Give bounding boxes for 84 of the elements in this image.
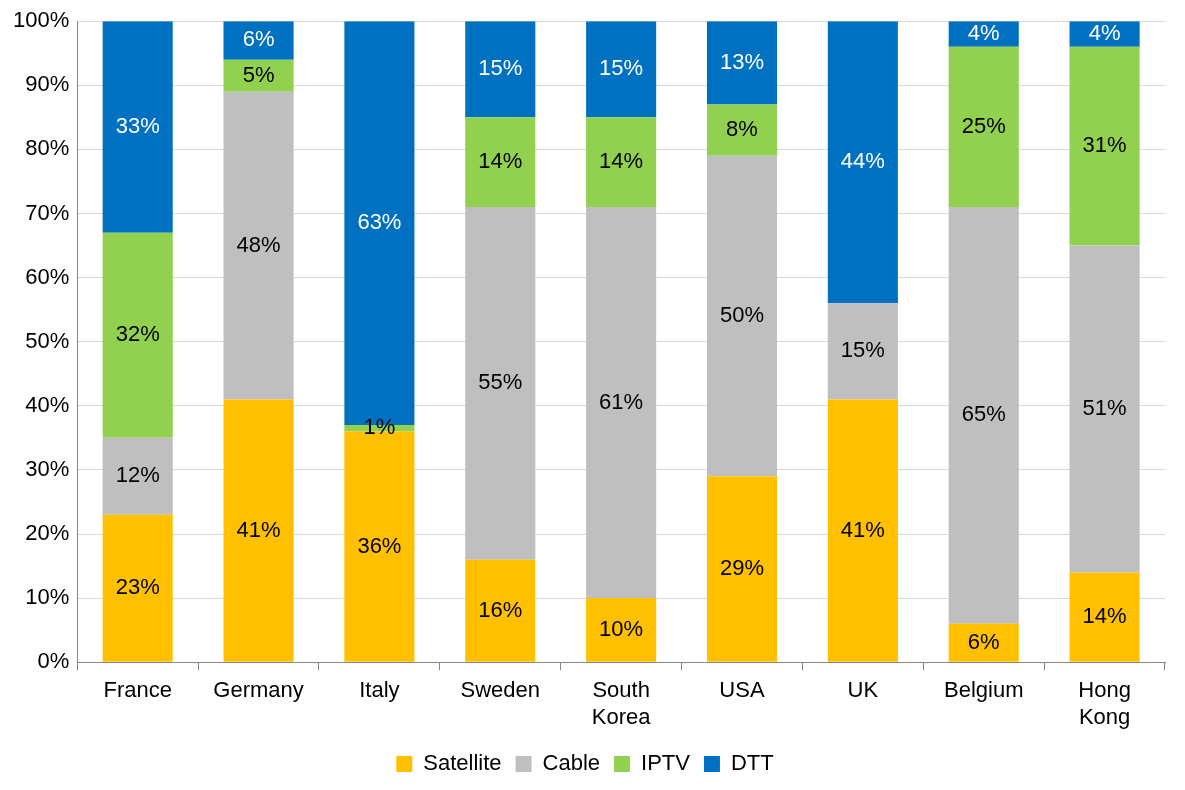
bar bbox=[706, 155, 778, 477]
data-label: 16% bbox=[478, 596, 523, 622]
data-label: 4% bbox=[1088, 20, 1121, 46]
bar bbox=[1069, 46, 1140, 246]
y-tick-label: 50% bbox=[25, 327, 70, 353]
bar bbox=[586, 207, 657, 599]
bar bbox=[827, 21, 898, 304]
bar bbox=[465, 117, 536, 208]
y-tick-label: 70% bbox=[25, 199, 70, 225]
bar bbox=[706, 104, 778, 156]
x-tick-label: France bbox=[103, 677, 172, 703]
data-label: 44% bbox=[840, 148, 885, 174]
y-tick-label: 40% bbox=[25, 391, 70, 417]
data-label: 51% bbox=[1082, 395, 1127, 421]
bar bbox=[1069, 245, 1140, 573]
data-label: 14% bbox=[478, 148, 523, 174]
x-tick-label: South Korea bbox=[591, 677, 652, 729]
x-tick-label: Italy bbox=[359, 677, 400, 703]
bar bbox=[706, 21, 778, 105]
data-label: 5% bbox=[242, 61, 275, 87]
y-tick-label: 60% bbox=[25, 263, 70, 289]
data-label: 15% bbox=[478, 55, 523, 81]
bar bbox=[223, 91, 294, 400]
bar bbox=[948, 623, 1019, 662]
bar bbox=[827, 303, 898, 400]
bar bbox=[1069, 572, 1140, 662]
bar bbox=[465, 559, 536, 662]
data-label: 65% bbox=[961, 401, 1006, 427]
y-tick-label: 80% bbox=[25, 135, 70, 161]
bar bbox=[223, 399, 294, 662]
data-label: 23% bbox=[115, 574, 160, 600]
data-label: 32% bbox=[115, 321, 160, 347]
y-tick-label: 10% bbox=[25, 584, 70, 610]
x-tick-label: Sweden bbox=[460, 677, 541, 703]
data-label: 63% bbox=[357, 209, 402, 235]
data-label: 36% bbox=[357, 532, 402, 558]
data-label: 48% bbox=[236, 231, 281, 257]
data-label: 4% bbox=[967, 20, 1000, 46]
data-label: 6% bbox=[242, 26, 275, 52]
data-label: 25% bbox=[961, 113, 1006, 139]
data-label: 14% bbox=[1082, 603, 1127, 629]
bar bbox=[102, 514, 173, 662]
x-tick-label: USA bbox=[719, 677, 765, 703]
data-label: 15% bbox=[599, 55, 644, 81]
legend-label: DTT bbox=[730, 750, 774, 776]
bar bbox=[827, 399, 898, 662]
data-label: 41% bbox=[840, 516, 885, 542]
data-label: 6% bbox=[967, 628, 1000, 654]
data-label: 55% bbox=[478, 369, 523, 395]
data-label: 61% bbox=[599, 388, 644, 414]
legend-label: Cable bbox=[542, 750, 601, 776]
x-tick-label: Germany bbox=[213, 677, 304, 703]
bar bbox=[102, 21, 173, 233]
data-label: 10% bbox=[599, 615, 644, 641]
data-label: 12% bbox=[115, 462, 160, 488]
bar bbox=[465, 207, 536, 560]
y-tick-label: 90% bbox=[25, 71, 70, 97]
data-label: 33% bbox=[115, 113, 160, 139]
y-tick-label: 20% bbox=[25, 520, 70, 546]
bar bbox=[586, 117, 657, 208]
data-label: 8% bbox=[726, 116, 758, 142]
y-tick-label: 30% bbox=[25, 455, 70, 481]
bar bbox=[948, 46, 1019, 208]
data-label: 13% bbox=[719, 48, 765, 74]
bar bbox=[102, 232, 173, 438]
legend-label: Satellite bbox=[423, 750, 502, 776]
y-tick-label: 0% bbox=[37, 648, 70, 674]
x-tick-label: UK bbox=[847, 677, 879, 703]
data-label: 31% bbox=[1082, 132, 1127, 158]
bar bbox=[948, 207, 1019, 624]
x-tick-label: Belgium bbox=[943, 677, 1024, 703]
bar bbox=[706, 476, 778, 662]
data-label: 41% bbox=[236, 516, 281, 542]
data-label: 14% bbox=[599, 148, 644, 174]
x-tick-label: Hong Kong bbox=[1078, 677, 1131, 729]
bar bbox=[586, 598, 657, 662]
legend-label: IPTV bbox=[641, 750, 691, 776]
bar bbox=[465, 21, 536, 118]
data-label: 29% bbox=[719, 555, 765, 581]
data-label: 50% bbox=[719, 302, 765, 328]
data-label: 15% bbox=[840, 337, 885, 363]
y-tick-label: 100% bbox=[12, 7, 70, 33]
bar bbox=[586, 21, 657, 118]
bar bbox=[102, 437, 173, 515]
